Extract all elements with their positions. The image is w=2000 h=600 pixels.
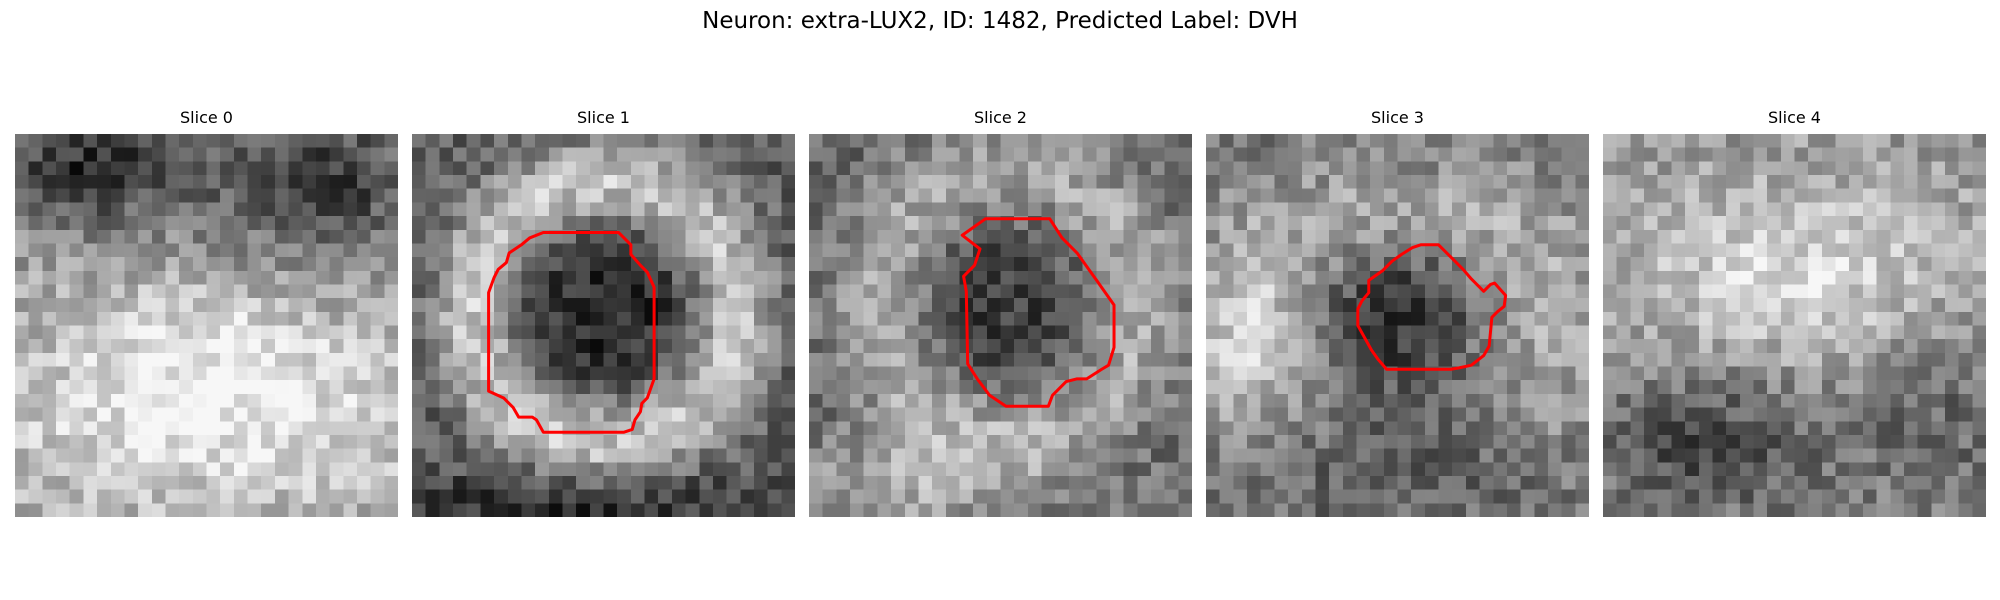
microscopy-slice-image [1603,134,1986,517]
slice-title: Slice 0 [180,108,233,127]
segmentation-contour [487,230,656,434]
segmentation-contour [1356,243,1508,371]
slice-panel-3: Slice 3 [1206,108,1589,522]
microscopy-slice-image [1206,134,1589,517]
slice-panel-0: Slice 0 [15,108,398,522]
slice-panel-1: Slice 1 [412,108,795,522]
slice-title: Slice 4 [1768,108,1821,127]
slice-panel-2: Slice 2 [809,108,1192,522]
microscopy-slice-image [412,134,795,517]
microscopy-slice-image [15,134,398,517]
microscopy-slice-image [809,134,1192,517]
segmentation-contour [960,217,1116,408]
slice-panel-4: Slice 4 [1603,108,1986,522]
slice-title: Slice 3 [1371,108,1424,127]
figure-title: Neuron: extra-LUX2, ID: 1482, Predicted … [702,8,1298,34]
slice-title: Slice 1 [577,108,630,127]
slice-title: Slice 2 [974,108,1027,127]
